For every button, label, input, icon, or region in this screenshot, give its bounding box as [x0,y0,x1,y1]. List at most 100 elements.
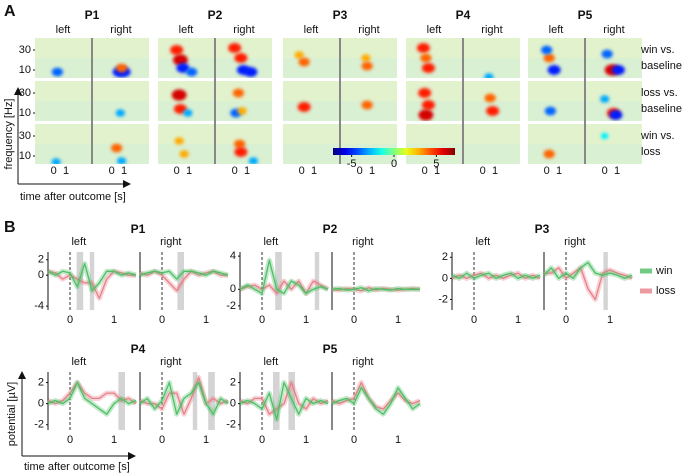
heatmap-blob [174,137,184,145]
hemisphere-label: left [427,24,442,36]
x-tick-label: 0 [159,314,165,326]
hemisphere-label: right [160,356,181,368]
hemisphere-label: right [352,356,373,368]
x-tick-label: 0 [351,314,357,326]
heatmap-blob [173,54,188,66]
y-axis-label: frequency [Hz] [3,99,15,170]
heatmap-blob [51,67,64,77]
heatmap [528,38,584,78]
heatmap [158,38,214,78]
x-tick-label: 0 [174,165,180,177]
heatmap-blob [115,109,126,117]
heatmap-blob [541,45,553,55]
heatmap [35,38,91,78]
heatmap [528,124,584,164]
trace-line [239,280,329,295]
condition-label: loss vs. [641,87,678,99]
x-tick-label: 0 [259,314,265,326]
x-tick-label: 0 [544,165,550,177]
heatmap-blob [361,100,373,110]
significance-bar [603,252,608,310]
heatmap-blob [609,110,623,120]
heatmap-tint [283,58,339,78]
significance-bar [314,252,320,310]
significance-bar [89,252,95,310]
hemisphere-label: right [160,236,181,248]
heatmap-blob [361,54,371,62]
x-tick-label: 1 [121,165,127,177]
x-tick-label: 0 [422,165,428,177]
heatmap [586,38,642,78]
condition-label: baseline [641,60,682,72]
trace-line [239,381,329,421]
y-tick-label: 30 [19,44,31,56]
hemisphere-label: right [603,24,624,36]
x-tick-label: 0 [51,165,57,177]
y-tick-label: 0 [38,398,44,410]
legend-label: win [655,265,673,277]
heatmap-blob [228,43,242,53]
hemisphere-label: left [304,24,319,36]
x-tick-label: 0 [67,434,73,446]
y-tick-label: 2 [38,376,44,388]
x-tick-label: 1 [111,434,117,446]
y-tick-label: 10 [19,64,31,76]
x-tick-label: 0 [259,434,265,446]
x-tick-label: 0 [109,165,115,177]
legend-label: loss [656,285,676,297]
hemisphere-label: left [475,236,490,248]
heatmap-tint [464,144,520,164]
hemisphere-label: left [71,236,86,248]
colorbar-tick-label: 5 [433,158,439,170]
trace-line [47,381,137,405]
heatmap-tint [283,101,339,121]
heatmap-blob [234,139,246,149]
y-tick-label: 10 [19,150,31,162]
trace-line [331,387,421,415]
significance-bar [288,372,295,430]
participant-title: P4 [131,342,146,356]
participant-title: P4 [456,8,471,22]
x-tick-label: 1 [395,434,401,446]
y-tick-label: 0 [442,272,448,284]
heatmap [158,124,214,164]
heatmap [283,38,339,78]
participant-title: P5 [323,342,338,356]
heatmap [341,38,397,78]
heatmap [586,124,642,164]
heatmap-blob [116,63,128,73]
heatmap-blob [170,45,184,55]
trace-line [139,270,229,280]
x-tick-label: 1 [434,165,440,177]
x-tick-label: 0 [357,165,363,177]
y-tick-label: 0 [38,269,44,281]
heatmap-blob [486,106,500,116]
participant-title: P3 [333,8,348,22]
condition-label: win vs. [640,130,675,142]
heatmap [93,38,149,78]
heatmap [464,124,520,164]
heatmap [586,81,642,121]
heatmap-tint [528,144,584,164]
trace-line [47,262,137,292]
heatmap-blob [600,132,609,140]
participant-title: P1 [131,222,146,236]
heatmap-blob [611,65,625,75]
participant-title: P5 [578,8,593,22]
heatmap-blob [297,102,311,112]
significance-bar [275,252,282,310]
heatmap-blob [601,49,613,59]
x-tick-label: 1 [303,434,309,446]
heatmap [216,124,272,164]
hemisphere-label: left [263,236,278,248]
hemisphere-label: left [56,24,71,36]
significance-bar [273,372,280,430]
heatmap-blob [543,53,555,63]
x-tick-label: 0 [602,165,608,177]
heatmap-blob [116,157,127,164]
significance-bar [208,372,215,430]
x-tick-label: 0 [563,314,569,326]
x-tick-label: 1 [515,314,521,326]
trace-line [47,270,136,300]
heatmap [93,124,149,164]
